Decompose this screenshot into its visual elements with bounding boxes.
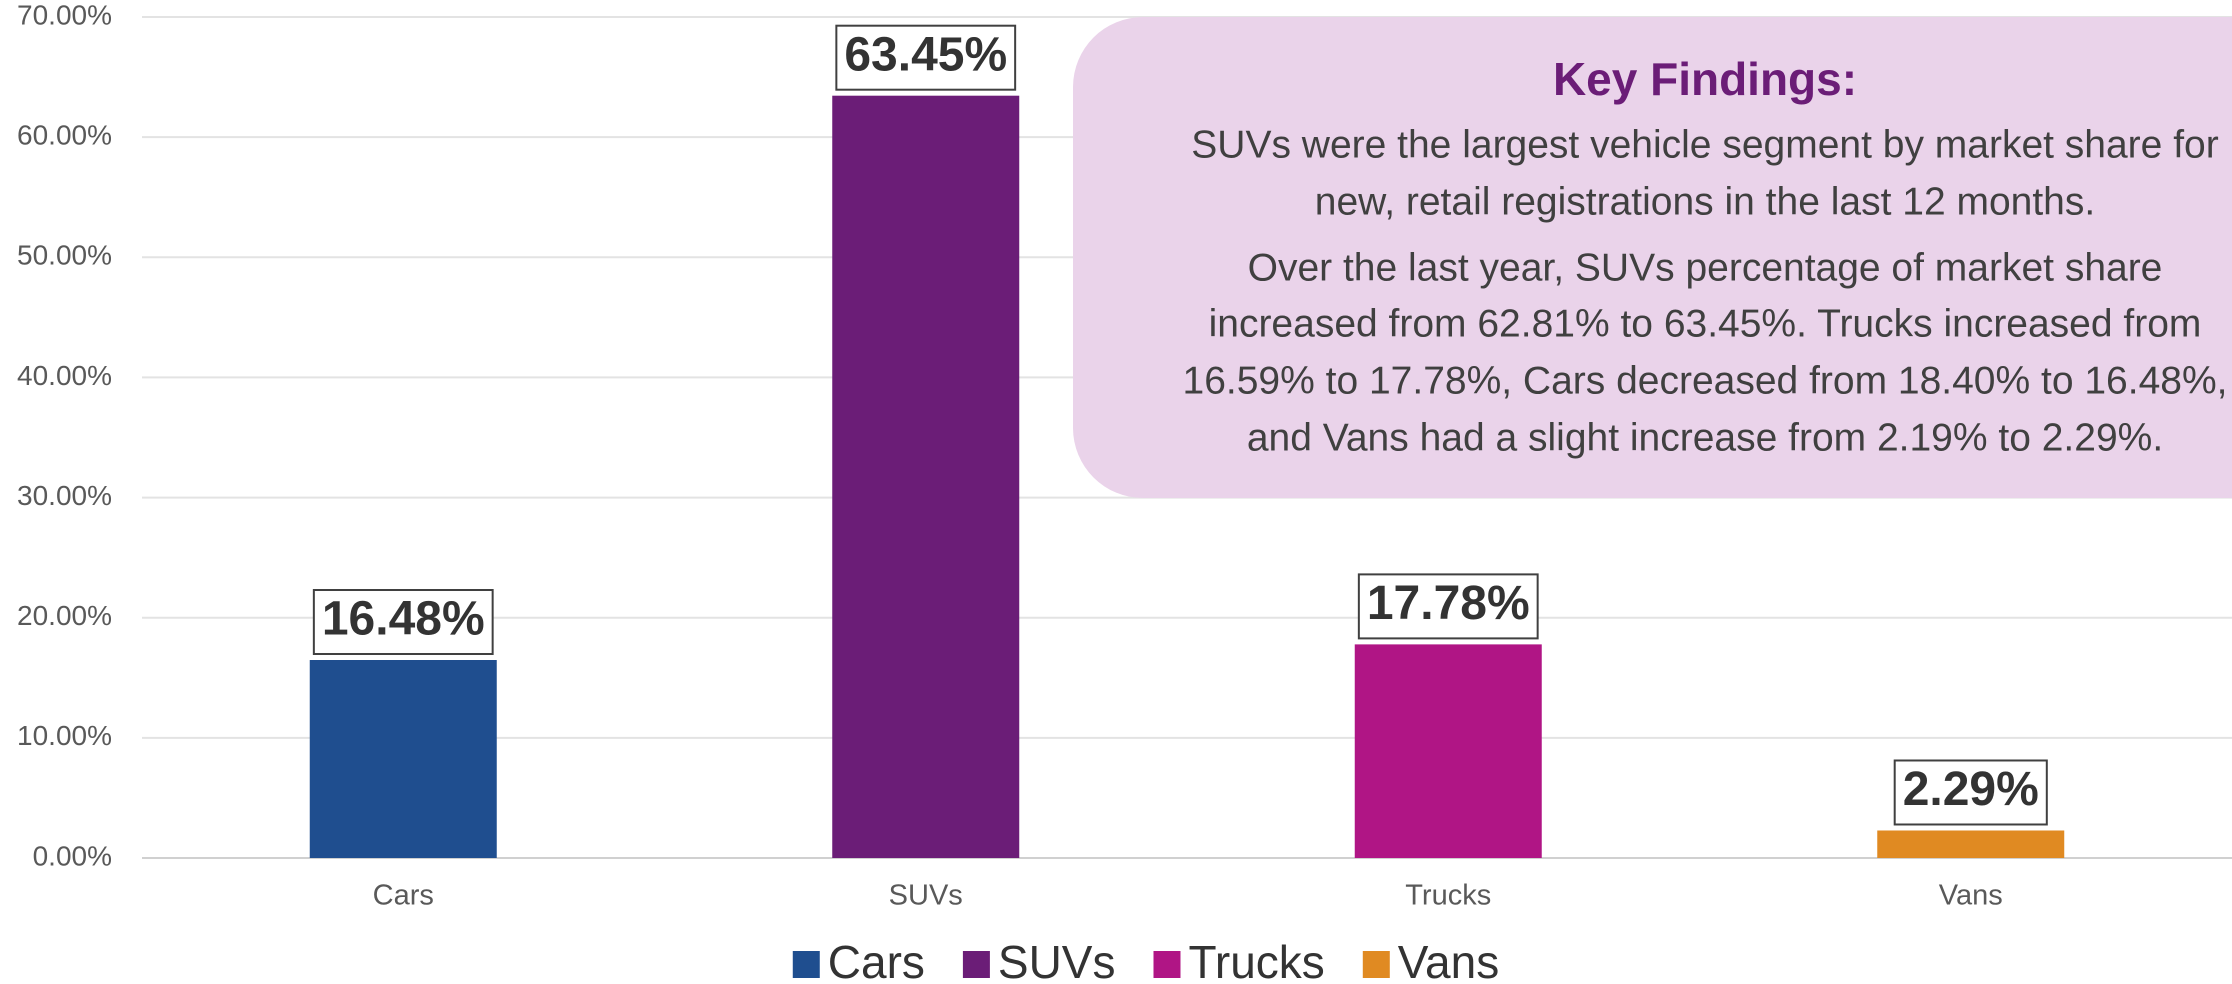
annotation-line: new, retail registrations in the last 12… <box>1315 180 2095 223</box>
data-label-text: 2.29% <box>1903 763 2039 816</box>
data-label: 2.29% <box>1893 759 2048 826</box>
annotation-box <box>1073 17 2232 498</box>
legend-label: Trucks <box>1188 936 1324 984</box>
legend-swatch <box>1362 951 1390 978</box>
legend-label: SUVs <box>998 936 1116 984</box>
data-label-box <box>1893 759 2048 826</box>
bar <box>1354 644 1542 858</box>
legend-swatch <box>962 951 990 978</box>
y-tick-label: 0.00% <box>33 840 112 871</box>
legend: Cars SUVs Trucks Vans <box>792 936 1499 984</box>
data-label-box <box>312 589 494 656</box>
y-tick-label: 60.00% <box>17 120 112 151</box>
legend-label: Cars <box>828 936 925 984</box>
annotation-line: SUVs were the largest vehicle segment by… <box>1191 123 2218 166</box>
legend-swatch <box>1153 951 1181 978</box>
y-tick-label: 70.00% <box>17 0 112 30</box>
data-label-text: 16.48% <box>322 593 485 646</box>
data-label-text: 63.45% <box>844 28 1007 81</box>
y-tick-label: 30.00% <box>17 480 112 511</box>
annotation-line: and Vans had a slight increase from 2.19… <box>1247 416 2163 459</box>
annotation-line: 16.59% to 17.78%, Cars decreased from 18… <box>1183 359 2228 402</box>
data-label: 17.78% <box>1357 573 1539 640</box>
data-label-box <box>835 24 1017 91</box>
data-label: 63.45% <box>835 24 1017 91</box>
bar <box>309 660 497 858</box>
bar <box>1877 830 2065 858</box>
x-tick-label: SUVs <box>889 880 963 912</box>
legend-label: Vans <box>1398 936 1499 984</box>
bar <box>832 95 1020 858</box>
data-label-box <box>1357 573 1539 640</box>
data-label: 16.48% <box>312 589 494 656</box>
data-label-text: 17.78% <box>1367 577 1530 630</box>
y-tick-label: 20.00% <box>17 600 112 631</box>
y-tick-label: 50.00% <box>17 240 112 271</box>
annotation-line: increased from 62.81% to 63.45%. Trucks … <box>1209 302 2202 345</box>
annotation-line: Over the last year, SUVs percentage of m… <box>1248 246 2163 289</box>
x-tick-label: Cars <box>373 880 434 912</box>
legend-swatch <box>792 951 820 978</box>
y-tick-label: 40.00% <box>17 360 112 391</box>
annotation: Key Findings: SUVs were the largest vehic… <box>1073 17 2232 498</box>
x-tick-label: Trucks <box>1405 880 1491 912</box>
y-tick-label: 10.00% <box>17 720 112 751</box>
x-tick-label: Vans <box>1939 880 2003 912</box>
annotation-title: Key Findings: <box>1553 53 1857 105</box>
